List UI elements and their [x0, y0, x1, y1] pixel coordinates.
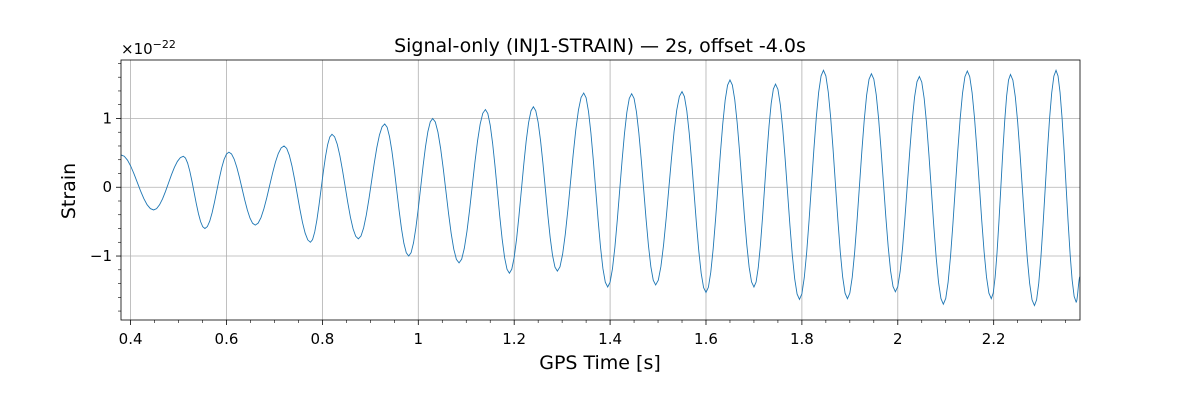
y-tick-label: 0 [102, 178, 112, 196]
x-tick-label: 2 [893, 330, 903, 348]
x-axis-label: GPS Time [s] [539, 352, 661, 374]
x-tick-label: 1 [414, 330, 424, 348]
x-tick-label: 1.4 [598, 330, 622, 348]
y-multiplier-label: ×10−22 [121, 38, 176, 58]
x-tick-label: 0.4 [119, 330, 143, 348]
axis-ticks: 0.4 0.6 0.8 1 1.2 1.4 1.6 1.8 2 2.2 −1 0 1 [90, 63, 1066, 348]
x-tick-label: 0.6 [215, 330, 239, 348]
y-multiplier-base: ×10 [121, 40, 153, 58]
strain-series-line [120, 69, 1081, 307]
x-tick-label: 1.2 [502, 330, 526, 348]
grid-lines [121, 60, 1080, 320]
y-tick-label: 1 [102, 109, 112, 127]
y-axis-label: Strain [58, 163, 80, 219]
x-tick-label: 0.8 [310, 330, 334, 348]
chart-title: Signal-only (INJ1-STRAIN) — 2s, offset -… [394, 35, 806, 57]
x-tick-label: 1.6 [694, 330, 718, 348]
series-layer [120, 69, 1081, 307]
y-multiplier-exponent: −22 [153, 38, 176, 51]
y-tick-label: −1 [90, 247, 112, 265]
plot-frame [120, 59, 1081, 321]
x-tick-label: 2.2 [982, 330, 1006, 348]
x-tick-label: 1.8 [790, 330, 814, 348]
